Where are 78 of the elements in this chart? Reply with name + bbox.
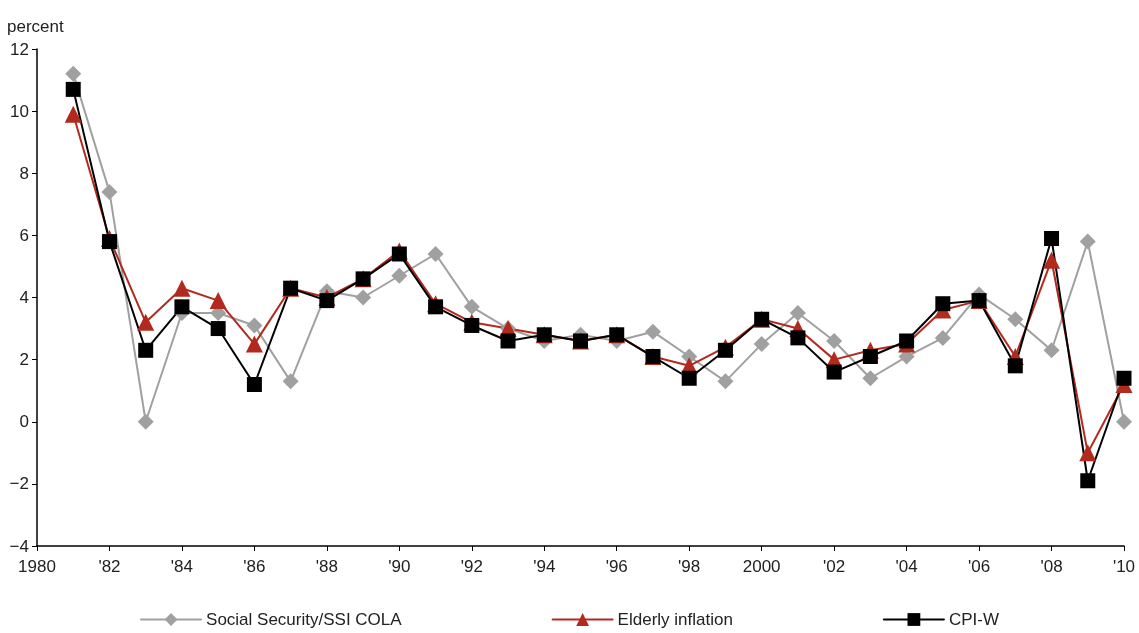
y-tick-label: 12 [10, 39, 29, 59]
point [644, 323, 661, 340]
point [464, 317, 480, 333]
x-tick-label: '04 [895, 557, 918, 576]
point [391, 246, 407, 262]
y-tick-label: 4 [19, 288, 29, 307]
point [282, 373, 299, 390]
point [1079, 444, 1097, 462]
x-tick-label: '10 [1112, 557, 1136, 576]
x-tick-label: '08 [1040, 557, 1063, 576]
point [245, 335, 263, 353]
x-tick-label: '90 [388, 557, 411, 576]
legend-label: CPI-W [948, 610, 999, 629]
point [319, 293, 335, 309]
point [428, 299, 444, 315]
point [717, 342, 733, 358]
point [681, 370, 697, 386]
x-tick-label: '96 [605, 557, 628, 576]
point [65, 81, 81, 97]
point [717, 373, 734, 390]
point [1043, 342, 1060, 359]
point [862, 370, 879, 387]
point [1116, 413, 1132, 430]
point [210, 321, 226, 337]
point [355, 289, 372, 306]
point [209, 292, 227, 310]
x-tick-label: '82 [98, 557, 121, 576]
point [101, 183, 118, 200]
x-tick-label: '94 [533, 557, 556, 576]
legend-label: Social Security/SSI COLA [206, 610, 403, 629]
y-tick-label: 0 [19, 412, 29, 432]
point [899, 333, 915, 349]
x-tick-label: '02 [823, 557, 846, 576]
x-tick-label: '84 [170, 557, 194, 576]
point [935, 296, 951, 312]
point [246, 376, 262, 392]
point [826, 332, 843, 349]
y-tick-label: 8 [19, 163, 29, 183]
point [137, 313, 155, 331]
point [500, 333, 516, 349]
point [65, 65, 82, 82]
point [64, 105, 82, 123]
point [1116, 370, 1132, 386]
x-tick-label: '06 [967, 557, 991, 576]
legend-label: Elderly inflation [617, 610, 733, 629]
point [1043, 251, 1061, 269]
point [789, 305, 806, 322]
point [826, 364, 842, 380]
y-axis-title: percent [7, 17, 64, 36]
y-tick-label: 10 [10, 101, 29, 121]
point [790, 330, 806, 346]
point [101, 234, 117, 250]
point [137, 413, 154, 430]
point [1007, 311, 1024, 328]
point [934, 329, 951, 346]
point [391, 267, 408, 284]
point [246, 317, 263, 334]
point [1007, 358, 1023, 374]
point [138, 342, 154, 358]
point [463, 298, 480, 315]
point [1079, 233, 1096, 250]
point [1080, 473, 1096, 489]
x-tick-label: '88 [315, 557, 338, 576]
point [174, 299, 190, 315]
point [862, 349, 878, 365]
y-tick-label: −4 [9, 536, 29, 556]
y-tick-label: −2 [9, 474, 29, 494]
x-tick-label: '98 [678, 557, 701, 576]
x-tick-label: 1980 [18, 557, 56, 576]
point [753, 336, 770, 353]
y-tick-label: 2 [19, 350, 29, 370]
point [1044, 230, 1060, 246]
x-tick-label: '86 [243, 557, 266, 576]
x-tick-label: '92 [460, 557, 483, 576]
x-tick-label: 2000 [742, 557, 781, 576]
point [427, 246, 444, 263]
point [173, 279, 191, 297]
y-tick-label: 6 [19, 225, 29, 245]
